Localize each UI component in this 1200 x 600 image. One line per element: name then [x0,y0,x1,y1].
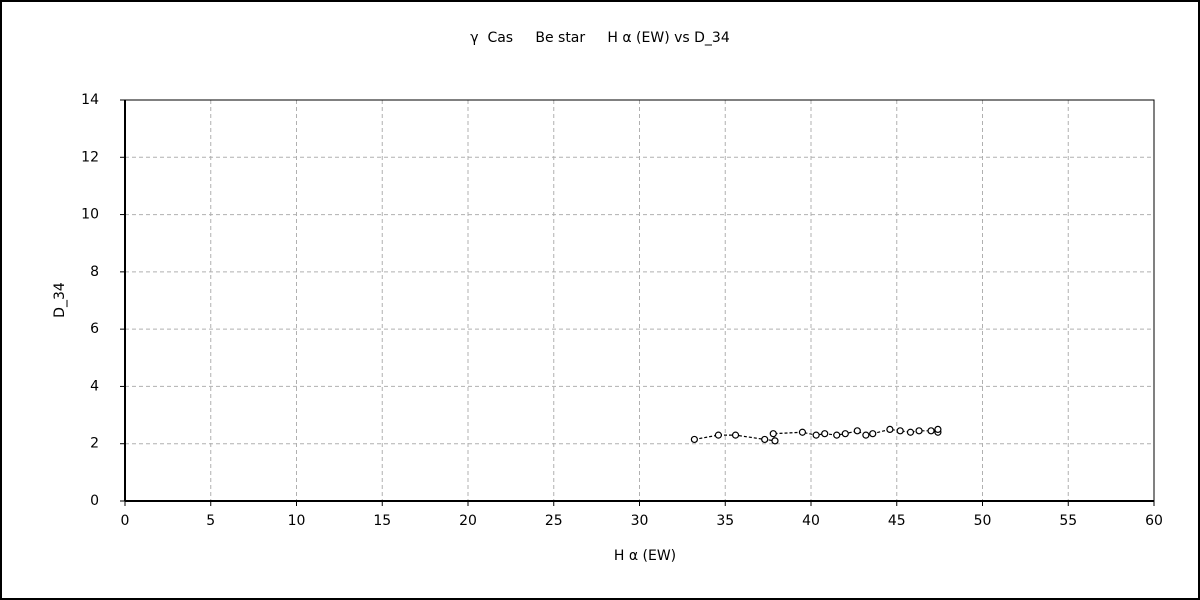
data-point [714,431,722,439]
x-tick-label: 40 [802,513,820,529]
x-tick-label: 60 [1145,513,1163,529]
x-axis-label: H α (EW) [614,548,676,564]
data-point [690,435,698,444]
data-point [915,427,923,435]
x-tick-label: 5 [206,513,215,529]
y-tick-label: 10 [81,207,99,223]
y-tick-label: 12 [81,149,99,165]
y-tick-label: 14 [81,92,99,108]
x-tick-label: 20 [459,513,477,529]
x-tick-label: 15 [373,513,391,529]
x-tick-label: 25 [545,513,563,529]
x-tick-label: 35 [716,513,734,529]
data-point [731,431,740,439]
data-point [821,430,829,438]
data-point [812,431,820,439]
x-tick-label: 45 [888,513,906,529]
y-tick-label: 6 [90,321,99,337]
x-tick-label: 0 [121,513,130,529]
x-tick-label: 55 [1059,513,1077,529]
y-tick-label: 8 [90,264,99,280]
data-point [862,431,870,439]
data-point [769,430,777,438]
data-point [853,427,861,435]
y-axis-label: D_34 [52,282,68,318]
data-point [896,427,904,435]
data-point [906,428,915,436]
data-point [869,430,877,438]
data-point [798,428,807,436]
data-point [771,437,779,445]
y-tick-label: 0 [90,493,99,509]
chart-title: γ Cas Be star H α (EW) vs D_34 [470,30,730,46]
y-tick-label: 4 [90,378,99,394]
data-point [761,435,769,444]
x-tick-label: 50 [974,513,992,529]
x-tick-label: 30 [631,513,649,529]
data-point [886,425,894,433]
x-tick-label: 10 [288,513,306,529]
data-point [934,425,942,433]
y-tick-label: 2 [90,436,99,452]
data-point [841,430,849,438]
data-point [833,431,841,439]
data-point [927,427,935,435]
